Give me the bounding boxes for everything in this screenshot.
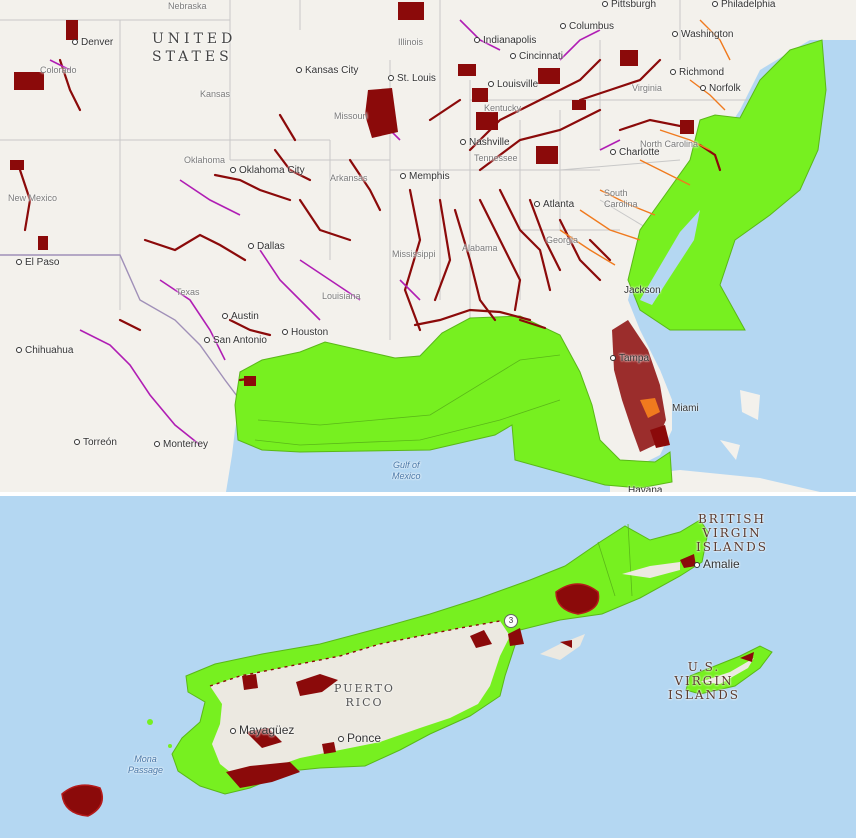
panel-divider [0, 492, 856, 496]
north-coast-habitat[interactable] [209, 620, 501, 687]
city-label[interactable]: Columbus [560, 22, 614, 32]
state-label: New Mexico [8, 193, 58, 203]
country-label-us: UNITED STATES [152, 31, 237, 65]
city-label[interactable]: Philadelphia [712, 0, 776, 10]
city-label[interactable]: Atlanta [534, 200, 574, 210]
city-label[interactable]: Ponce [338, 732, 381, 744]
city-label[interactable]: Oklahoma City [230, 166, 305, 176]
state-label: Illinois [398, 37, 424, 47]
city-label[interactable]: Dallas [248, 242, 285, 252]
city-label[interactable]: Kansas City [296, 66, 358, 76]
state-label: North Carolina [640, 139, 699, 149]
bvi-label: BRITISH VIRGIN ISLANDS [696, 512, 768, 554]
state-label: South Carolina [604, 188, 638, 209]
puerto-rico-label: PUERTO RICO [334, 682, 395, 709]
city-label[interactable]: Denver [72, 38, 113, 48]
city-label[interactable]: Miami [672, 403, 699, 414]
everglades-habitat[interactable] [650, 425, 670, 448]
usvi-label: U.S. VIRGIN ISLANDS [668, 660, 740, 702]
desecheo-islet [147, 719, 153, 725]
city-label[interactable]: Austin [222, 312, 259, 322]
city-label[interactable]: St. Louis [388, 74, 436, 84]
city-label[interactable]: Jackson [624, 285, 661, 296]
state-label: Texas [176, 287, 200, 297]
state-label: Kansas [200, 89, 231, 99]
habitat-polygons[interactable] [62, 554, 754, 816]
state-label: Kentucky [484, 103, 522, 113]
city-label[interactable]: Washington [672, 30, 733, 40]
city-label[interactable]: El Paso [16, 258, 59, 268]
state-label: Louisiana [322, 291, 361, 301]
florida-orange-patch[interactable] [640, 398, 660, 418]
route-shield: 3 [504, 614, 518, 628]
city-label[interactable]: Tampa [610, 354, 649, 364]
river-critical-habitat[interactable] [18, 58, 722, 382]
city-label[interactable]: Monterrey [154, 440, 208, 450]
state-label: Virginia [632, 83, 662, 93]
caribbean-map-canvas[interactable] [0, 496, 856, 838]
city-label[interactable]: Louisville [488, 80, 538, 90]
desecheo-habitat-outline [61, 784, 103, 817]
habitat-polygons[interactable] [10, 2, 694, 386]
gulf-of-mexico-label: Gulf of Mexico [392, 460, 421, 481]
conus-map-panel[interactable]: UNITED STATES Gulf of Mexico Denver Kans… [0, 0, 856, 492]
mona-islet [168, 744, 172, 748]
caribbean-map-panel[interactable]: BRITISH VIRGIN ISLANDS U.S. VIRGIN ISLAN… [0, 496, 856, 838]
bvi-island [622, 562, 680, 578]
city-label[interactable]: Houston [282, 328, 328, 338]
city-label[interactable]: Cincinnati [510, 52, 563, 62]
state-label: Colorado [40, 65, 77, 75]
bahamas-island [740, 390, 760, 420]
state-label: Missouri [334, 111, 368, 121]
gulf-critical-habitat[interactable] [234, 315, 673, 489]
city-label[interactable]: Nashville [460, 138, 510, 148]
city-label[interactable]: Mayagüez [230, 724, 294, 736]
city-label[interactable]: Richmond [670, 68, 724, 78]
gulf-habitat-depth-lines [254, 354, 561, 446]
city-label[interactable]: Indianapolis [474, 36, 536, 46]
st-croix-island [700, 658, 754, 684]
mona-passage-label: Mona Passage [128, 754, 164, 775]
bahamas-island [720, 440, 740, 460]
state-borders [0, 0, 760, 340]
us-mexico-border [0, 254, 241, 401]
state-label: Arkansas [330, 173, 368, 183]
proposed-critical-habitat-lines[interactable] [49, 19, 621, 446]
proposed-orange-lines[interactable] [559, 19, 731, 266]
city-label[interactable]: Memphis [400, 172, 450, 182]
vieques-island [540, 634, 585, 660]
culebra-habitat-outline [555, 583, 600, 615]
state-label: Mississippi [392, 249, 436, 259]
habitat-boundary-lines [597, 523, 633, 597]
state-label: Oklahoma [184, 155, 226, 165]
atlantic-habitat-gap [640, 210, 700, 305]
city-label[interactable]: Torreón [74, 438, 117, 448]
state-label: Georgia [546, 235, 579, 245]
city-label[interactable]: Chihuahua [16, 346, 73, 356]
state-label: Nebraska [168, 1, 207, 11]
city-label[interactable]: Norfolk [700, 84, 741, 94]
city-label[interactable]: Amalie [694, 558, 740, 570]
city-label[interactable]: San Antonio [204, 336, 267, 346]
puerto-rico-landmass [210, 621, 510, 776]
city-label[interactable]: Havana [628, 485, 663, 493]
city-label[interactable]: Charlotte [610, 148, 660, 158]
city-label[interactable]: Pittsburgh [602, 0, 656, 10]
state-label: Alabama [462, 243, 498, 253]
state-label: Tennessee [474, 153, 518, 163]
